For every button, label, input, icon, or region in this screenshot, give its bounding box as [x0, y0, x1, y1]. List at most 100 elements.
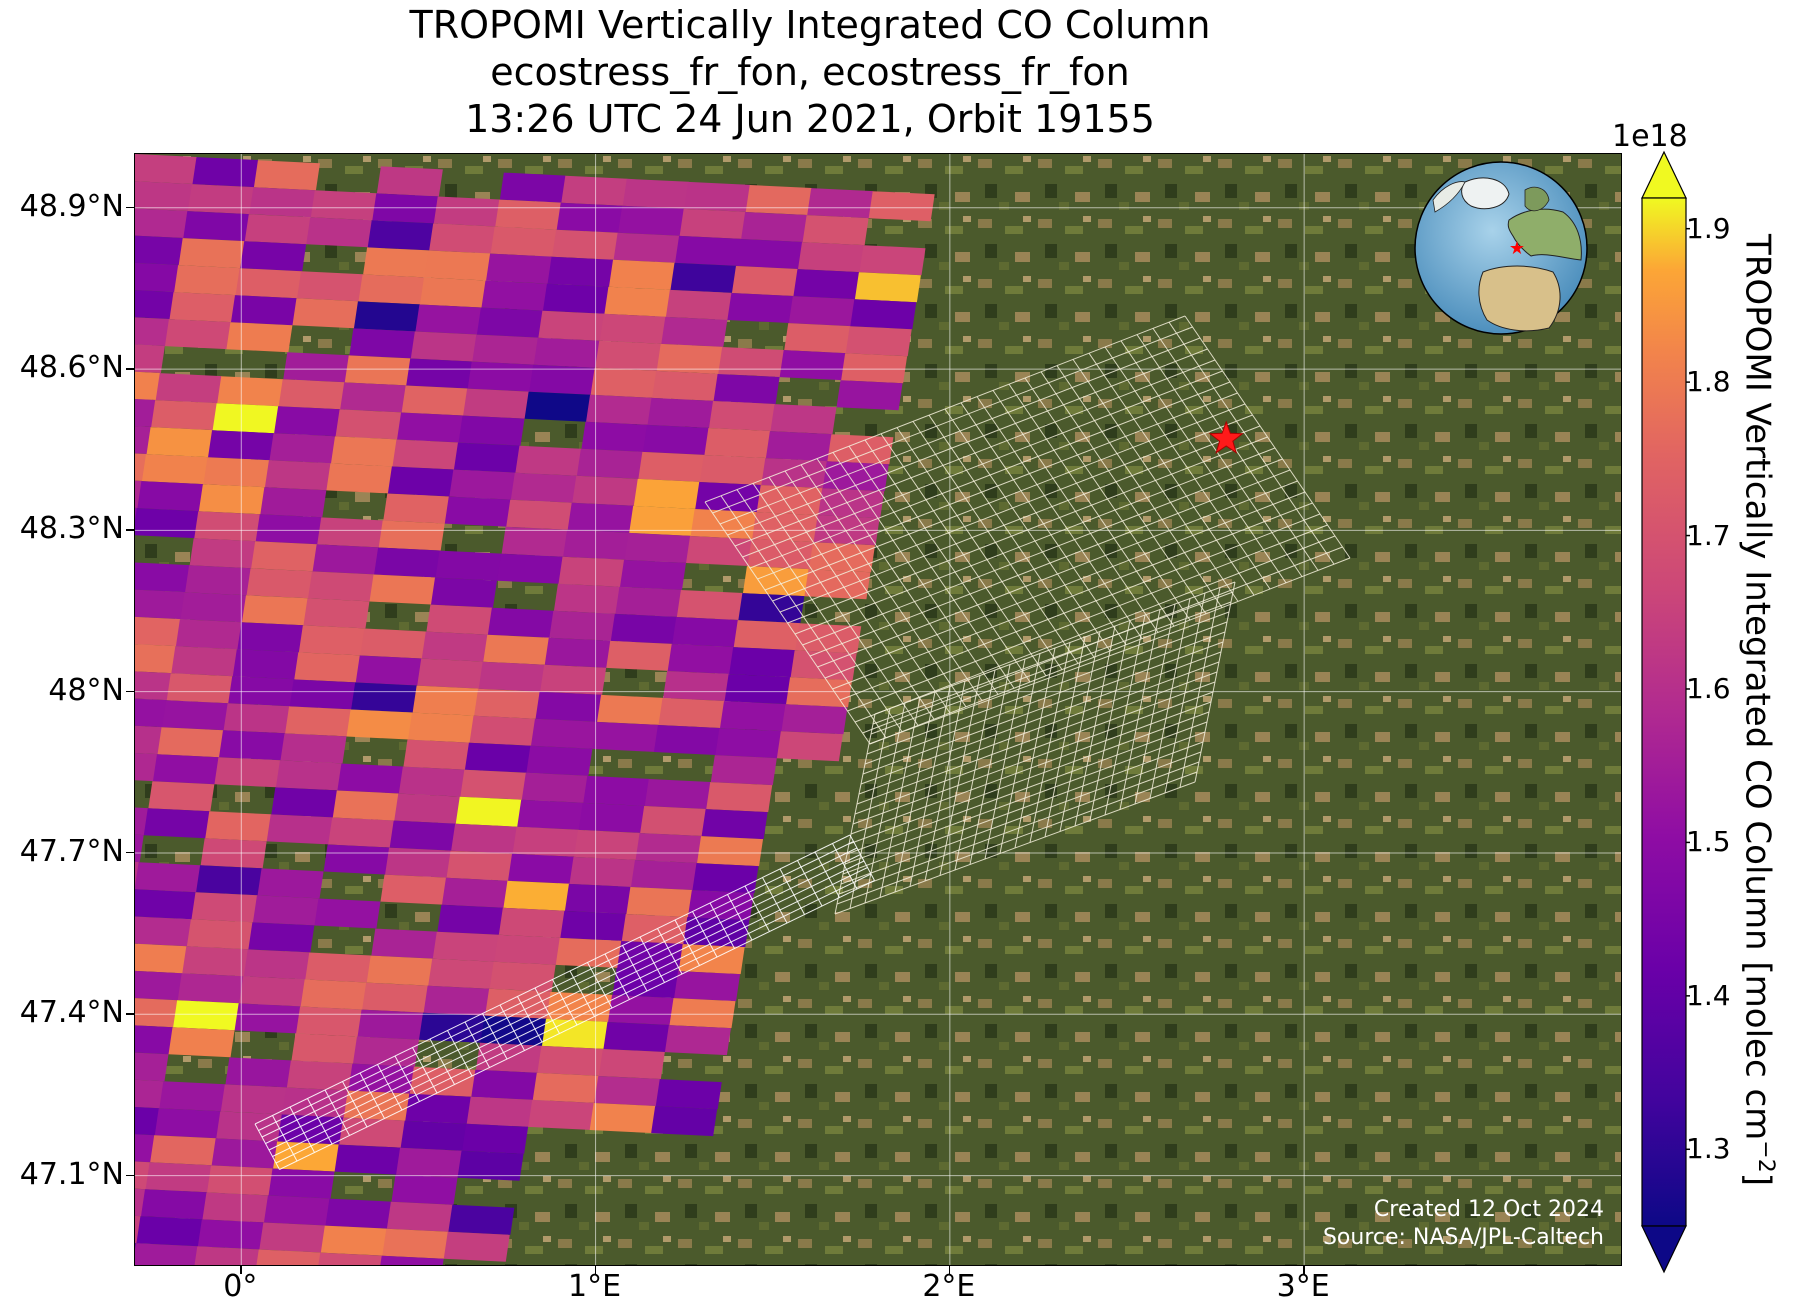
co-pixel [135, 725, 163, 755]
footprint-line [1088, 352, 1255, 596]
co-pixel [217, 376, 284, 407]
co-pixel [135, 970, 183, 1001]
co-pixel [135, 671, 172, 701]
co-pixel [185, 565, 252, 596]
co-pixel [391, 1174, 458, 1205]
co-pixel [795, 623, 862, 654]
co-pixel [599, 313, 666, 344]
co-pixel [135, 753, 158, 782]
africa-shape [1478, 265, 1561, 332]
co-pixel [770, 404, 837, 435]
colorbar-tick-label: 1.4 [1686, 978, 1731, 1012]
co-pixel [159, 1081, 226, 1112]
co-pixel [305, 952, 372, 983]
co-pixel [253, 160, 320, 191]
co-pixel [271, 787, 338, 818]
co-pixel [135, 453, 147, 481]
co-pixel [444, 496, 511, 527]
footprint-line [1104, 614, 1146, 816]
co-pixel [286, 1060, 353, 1091]
co-pixel [135, 1188, 146, 1217]
co-pixel [317, 517, 384, 548]
footprint-line [960, 402, 1127, 646]
co-pixel [412, 685, 479, 716]
co-pixel [692, 863, 759, 894]
co-pixel [310, 190, 377, 221]
y-tick-mark [126, 368, 134, 370]
y-tick-label: 48.9°N [19, 188, 124, 224]
footprint-line [784, 470, 951, 714]
co-pixel [556, 202, 623, 233]
footprint-line [944, 408, 1111, 652]
footprint-line [254, 1123, 280, 1170]
co-pixel [555, 937, 622, 968]
credit-created: Created 12 Oct 2024 [1373, 1197, 1604, 1222]
footprint-line [816, 458, 983, 701]
co-pixel [538, 310, 605, 341]
co-pixel [344, 355, 411, 386]
co-pixel [859, 245, 926, 276]
x-tick-mark [594, 1266, 597, 1274]
co-pixel [168, 1027, 235, 1058]
co-pixel [497, 553, 564, 584]
map-panel[interactable] [134, 153, 1622, 1266]
co-pixel [756, 485, 823, 516]
co-pixel [182, 946, 249, 977]
co-pixel [371, 928, 438, 959]
co-pixel [742, 566, 809, 597]
co-pixel [146, 427, 213, 458]
footprint-line [1119, 609, 1161, 810]
credit-source: Source: NASA/JPL-Caltech [1322, 1225, 1604, 1250]
co-pixel [560, 910, 627, 941]
footprint-line [779, 868, 805, 915]
co-pixel [198, 484, 265, 515]
co-pixel [633, 478, 700, 509]
co-pixel [618, 205, 685, 236]
footprint-line [864, 439, 1031, 683]
co-pixel [676, 590, 743, 620]
co-pixel [223, 703, 290, 734]
co-pixel [476, 307, 543, 338]
colorbar-exponent: 1e18 [1612, 119, 1688, 154]
co-pixel [540, 664, 607, 695]
co-pixel [608, 995, 675, 1025]
co-pixel [684, 181, 751, 212]
co-pixel [481, 280, 548, 311]
footprint-line [1044, 636, 1086, 838]
co-pixel [793, 269, 860, 300]
co-pixel [503, 880, 570, 911]
co-pixel [367, 220, 434, 251]
co-pixel [420, 277, 487, 308]
co-pixel [135, 916, 192, 947]
co-pixel [135, 562, 190, 593]
footprint-line [1014, 647, 1056, 849]
footprint-line [499, 1004, 525, 1051]
co-pixel [845, 326, 912, 357]
footprint-line [969, 664, 1011, 865]
co-pixel [699, 455, 766, 485]
co-pixel [710, 755, 777, 786]
co-pixels [135, 154, 935, 1265]
co-pixel [257, 868, 324, 899]
co-pixel [289, 679, 356, 710]
co-pixel [589, 1103, 656, 1133]
co-pixel [362, 982, 429, 1013]
co-pixel [731, 266, 798, 296]
co-pixel [635, 833, 702, 863]
co-pixel [385, 847, 452, 878]
co-pixel [429, 223, 496, 254]
co-pixel [443, 1231, 510, 1262]
co-pixel [135, 1107, 160, 1136]
co-pixel [781, 704, 848, 735]
co-pixel [178, 238, 245, 269]
co-pixel [472, 334, 539, 365]
co-pixel [818, 488, 885, 519]
y-tick-label: 48.3°N [19, 511, 124, 547]
colorbar-tick-label: 1.5 [1686, 825, 1731, 859]
co-pixel [135, 889, 197, 920]
co-pixel [788, 296, 855, 327]
co-pixel [214, 757, 281, 788]
target-star [1208, 420, 1244, 454]
co-pixel [191, 892, 258, 923]
co-pixel [162, 700, 229, 731]
